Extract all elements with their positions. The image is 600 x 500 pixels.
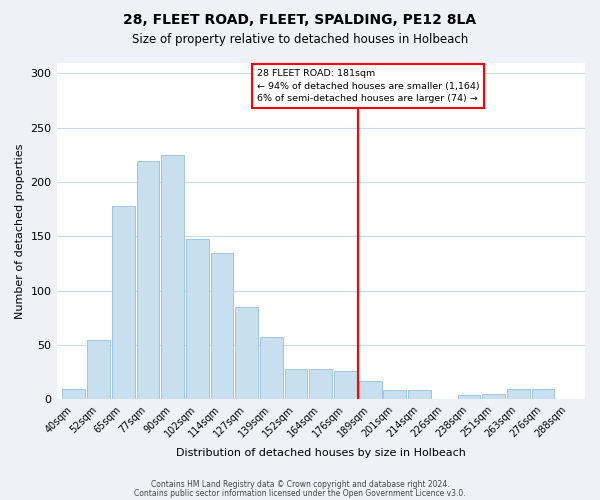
Text: 28, FLEET ROAD, FLEET, SPALDING, PE12 8LA: 28, FLEET ROAD, FLEET, SPALDING, PE12 8L…: [124, 12, 476, 26]
Bar: [235, 307, 258, 400]
Bar: [482, 394, 505, 400]
Bar: [161, 155, 184, 400]
Bar: [87, 340, 110, 400]
Text: 28 FLEET ROAD: 181sqm
← 94% of detached houses are smaller (1,164)
6% of semi-de: 28 FLEET ROAD: 181sqm ← 94% of detached …: [257, 69, 479, 103]
Bar: [359, 381, 382, 400]
Bar: [408, 390, 431, 400]
Bar: [310, 369, 332, 400]
Bar: [62, 388, 85, 400]
Bar: [260, 338, 283, 400]
Text: Contains HM Land Registry data © Crown copyright and database right 2024.: Contains HM Land Registry data © Crown c…: [151, 480, 449, 489]
Bar: [137, 162, 159, 400]
Bar: [383, 390, 406, 400]
Bar: [112, 206, 134, 400]
Bar: [211, 252, 233, 400]
Bar: [532, 388, 554, 400]
Bar: [507, 388, 530, 400]
X-axis label: Distribution of detached houses by size in Holbeach: Distribution of detached houses by size …: [176, 448, 466, 458]
Y-axis label: Number of detached properties: Number of detached properties: [15, 144, 25, 318]
Bar: [186, 238, 209, 400]
Text: Contains public sector information licensed under the Open Government Licence v3: Contains public sector information licen…: [134, 488, 466, 498]
Bar: [458, 395, 480, 400]
Bar: [334, 371, 357, 400]
Bar: [285, 369, 307, 400]
Text: Size of property relative to detached houses in Holbeach: Size of property relative to detached ho…: [132, 32, 468, 46]
